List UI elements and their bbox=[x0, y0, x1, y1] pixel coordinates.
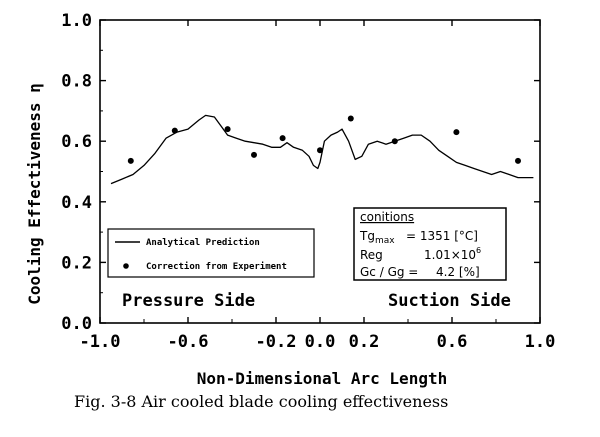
x-tick-label: 0.2 bbox=[349, 332, 380, 352]
experiment-point bbox=[453, 129, 460, 136]
y-tick-label: 0.0 bbox=[61, 314, 92, 334]
chart-canvas: 0.0 0.2 0.4 0.6 0.8 1.0 -1.0 -0.6 -0.2 0.0 0.2 0.6… bbox=[25, 11, 556, 388]
condition-gc-label: Gc / Gg = bbox=[360, 265, 418, 279]
conditions-frame bbox=[353, 207, 507, 281]
condition-gc-value: 4.2 [%] bbox=[436, 265, 480, 279]
x-tick-label: 1.0 bbox=[525, 332, 556, 352]
x-axis-label: Non-Dimensional Arc Length bbox=[197, 369, 447, 388]
reg-exponent: 6 bbox=[476, 246, 481, 255]
legend-dot-swatch bbox=[123, 263, 129, 269]
experiment-point bbox=[391, 138, 398, 145]
x-tick-label: -0.6 bbox=[168, 332, 209, 352]
tg-symbol: Tg bbox=[359, 229, 375, 243]
x-tick-label: -1.0 bbox=[80, 332, 121, 352]
series-line-analytical bbox=[110, 114, 534, 185]
experiment-point bbox=[279, 135, 286, 142]
y-tick-label: 0.4 bbox=[61, 193, 92, 213]
condition-tg-label: Tgmax bbox=[359, 229, 395, 246]
reg-mantissa: 1.01×10 bbox=[424, 248, 476, 262]
condition-tg-value: = 1351 [°C] bbox=[406, 229, 478, 243]
condition-reg-label: Reg bbox=[360, 248, 383, 262]
x-tick-label: 0.0 bbox=[305, 332, 336, 352]
y-tick-label: 0.8 bbox=[61, 72, 92, 92]
pressure-side-label: Pressure Side bbox=[122, 291, 255, 311]
experiment-point bbox=[251, 151, 257, 158]
legend-frame bbox=[107, 228, 315, 278]
figure-caption: Fig. 3-8 Air cooled blade cooling effect… bbox=[74, 392, 449, 411]
legend-entry-analytical: Analytical Prediction bbox=[146, 237, 260, 248]
experiment-point bbox=[171, 127, 178, 134]
condition-reg-value: 1.01×106 bbox=[424, 246, 481, 262]
experiment-point bbox=[127, 157, 134, 164]
x-tick-label: 0.6 bbox=[437, 332, 468, 352]
tg-subscript: max bbox=[375, 236, 395, 246]
y-axis: 0.0 0.2 0.4 0.6 0.8 1.0 bbox=[61, 11, 540, 334]
y-tick-label: 0.2 bbox=[61, 253, 92, 273]
suction-side-label: Suction Side bbox=[388, 291, 511, 311]
y-tick-label: 1.0 bbox=[61, 11, 92, 31]
experiment-point bbox=[224, 126, 231, 133]
experiment-point bbox=[347, 115, 354, 122]
y-axis-label: Cooling Effectiveness η bbox=[25, 83, 44, 305]
conditions-heading: conitions bbox=[360, 210, 414, 224]
x-tick-label: -0.2 bbox=[256, 332, 297, 352]
x-axis: -1.0 -0.6 -0.2 0.0 0.2 0.6 1.0 bbox=[80, 20, 556, 352]
legend-entry-experiment: Correction from Experiment bbox=[146, 261, 287, 272]
legend: Analytical Prediction Correction from Ex… bbox=[107, 228, 315, 278]
experiment-point bbox=[317, 147, 323, 154]
conditions-box: conitions Tgmax = 1351 [°C] Reg 1.01×106… bbox=[353, 207, 507, 281]
series-layer bbox=[110, 114, 534, 185]
experiment-point bbox=[515, 157, 521, 164]
y-tick-label: 0.6 bbox=[61, 132, 92, 152]
